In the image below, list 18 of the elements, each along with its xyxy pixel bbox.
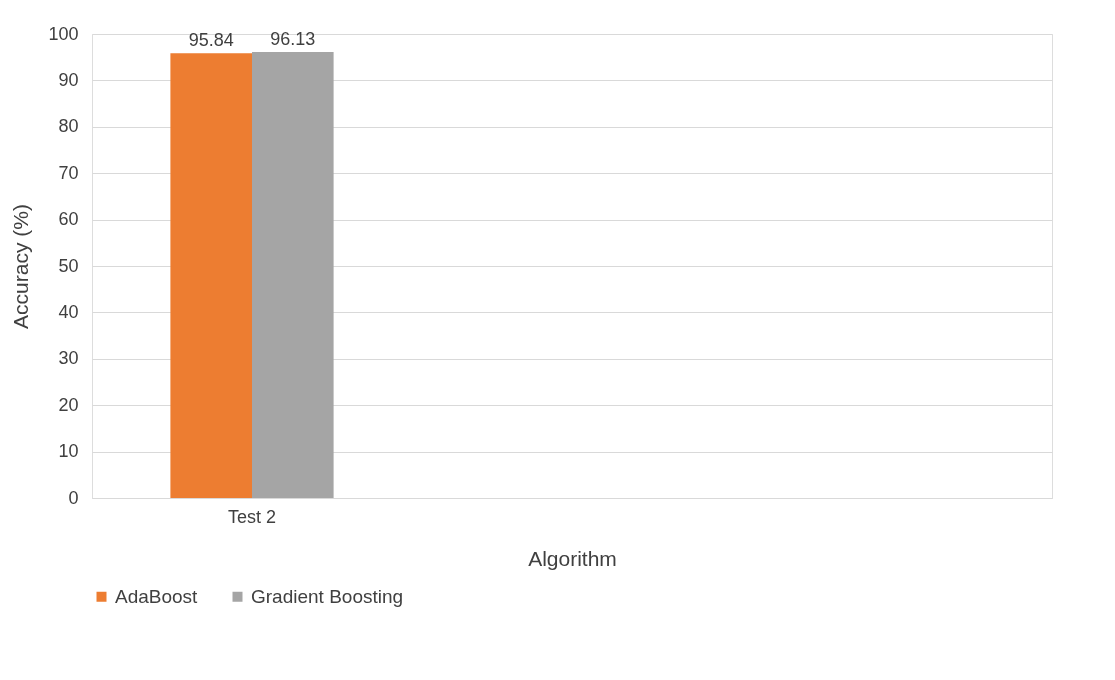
y-tick-label: 80 — [58, 116, 79, 137]
y-tick-label: 0 — [68, 487, 79, 508]
legend-label: Gradient Boosting — [251, 585, 404, 607]
data-label: 96.13 — [270, 28, 316, 49]
legend-label: AdaBoost — [115, 585, 199, 607]
y-tick-label: 40 — [58, 301, 79, 322]
y-tick-label: 70 — [58, 162, 79, 183]
y-axis-title: Accuracy (%) — [9, 204, 33, 329]
y-tick-label: 90 — [58, 69, 79, 90]
data-label: 95.84 — [188, 30, 234, 51]
y-tick-label: 100 — [48, 23, 79, 44]
y-tick-label: 50 — [58, 255, 79, 276]
y-tick-label: 10 — [58, 441, 79, 462]
x-tick-label: Test 2 — [227, 506, 277, 527]
y-tick-label: 20 — [58, 394, 79, 415]
y-tick-label: 60 — [58, 209, 79, 230]
y-tick-label: 30 — [58, 348, 79, 369]
x-axis-title: Algorithm — [528, 546, 617, 570]
